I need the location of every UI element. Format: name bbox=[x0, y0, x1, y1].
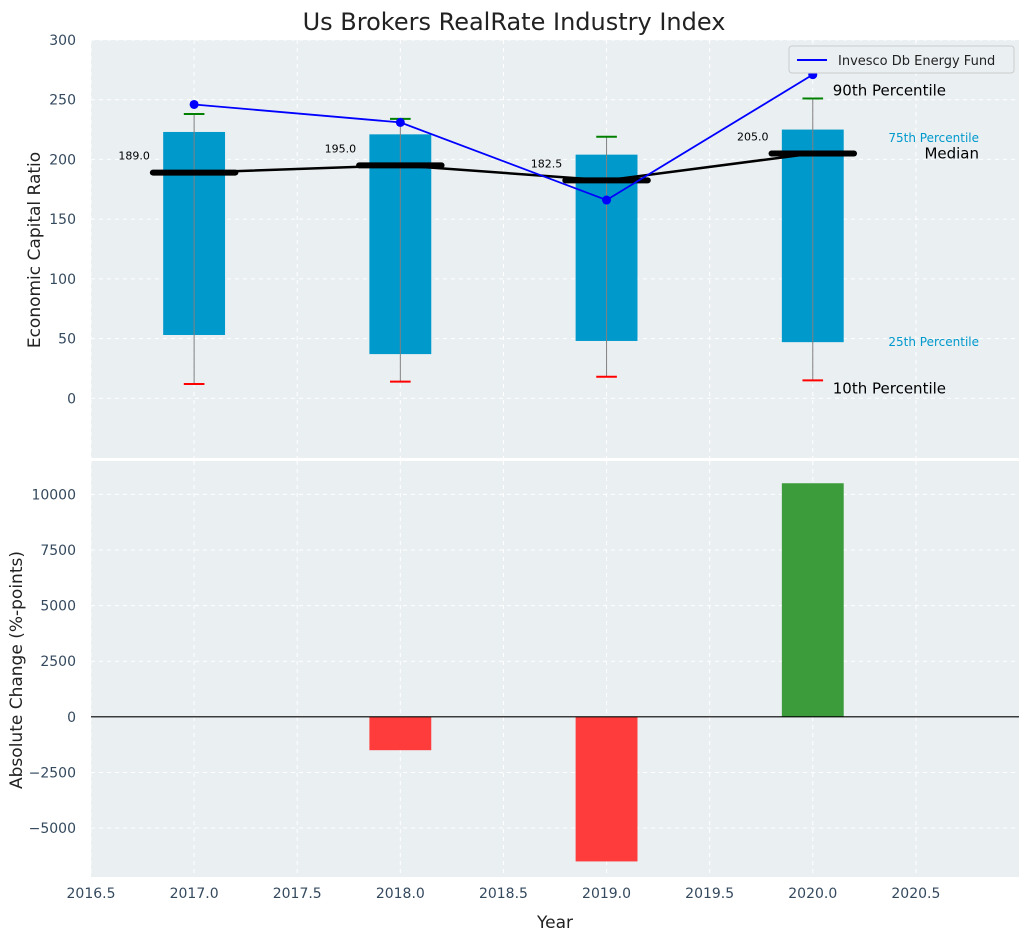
y-tick-label: 200 bbox=[49, 152, 76, 168]
x-axis-label: Year bbox=[536, 913, 573, 933]
x-tick-label: 2017.0 bbox=[170, 886, 219, 902]
x-tick-label: 2018.5 bbox=[479, 886, 528, 902]
chart-title: Us Brokers RealRate Industry Index bbox=[303, 8, 726, 36]
y-tick-label: 7500 bbox=[40, 543, 76, 559]
fund-point bbox=[189, 99, 199, 109]
p10-annotation: 10th Percentile bbox=[833, 379, 946, 397]
top-panel: 0 50 100 150 200 250 300 189.0 195.0 182.5 205.0 90… bbox=[49, 33, 1019, 458]
change-bar bbox=[781, 483, 844, 717]
x-tick-label: 2017.5 bbox=[273, 886, 322, 902]
x-tick-label: 2019.0 bbox=[582, 886, 631, 902]
x-tick-label: 2020.5 bbox=[891, 886, 940, 902]
legend-label: Invesco Db Energy Fund bbox=[838, 54, 995, 69]
bottom-panel: −5000 −2500 0 2500 5000 7500 10000 2016.5 2017.0… bbox=[29, 461, 1019, 902]
median-annotation: Median bbox=[924, 144, 979, 162]
legend: Invesco Db Energy Fund bbox=[788, 45, 1015, 74]
median-trend-line bbox=[194, 152, 813, 182]
y-tick-label: 300 bbox=[49, 33, 76, 49]
change-bar bbox=[369, 716, 432, 751]
y-tick-label: 250 bbox=[49, 93, 76, 109]
median-value-label: 189.0 bbox=[118, 150, 150, 163]
x-tick-label: 2018.0 bbox=[376, 886, 425, 902]
y-tick-label: 10000 bbox=[31, 487, 76, 503]
fund-line bbox=[194, 73, 814, 202]
p90-annotation: 90th Percentile bbox=[833, 82, 946, 100]
median-value-label: 205.0 bbox=[737, 130, 769, 143]
p25-annotation: 25th Percentile bbox=[888, 335, 979, 349]
change-bar bbox=[575, 716, 638, 862]
x-tick-label: 2019.5 bbox=[685, 886, 734, 902]
bottom-y-axis-label: Absolute Change (%-points) bbox=[7, 551, 27, 789]
y-tick-label: 50 bbox=[58, 332, 76, 348]
x-tick-label: 2020.0 bbox=[788, 886, 837, 902]
bottom-plot-area bbox=[91, 461, 1019, 877]
fund-point bbox=[602, 195, 612, 205]
median-value-label: 182.5 bbox=[531, 157, 563, 170]
y-tick-label: 0 bbox=[67, 391, 76, 407]
p75-annotation: 75th Percentile bbox=[888, 131, 979, 145]
x-tick-label: 2016.5 bbox=[67, 886, 116, 902]
fund-point bbox=[395, 117, 405, 127]
y-tick-label: 2500 bbox=[40, 654, 76, 670]
y-tick-label: 100 bbox=[49, 272, 76, 288]
legend-box bbox=[788, 45, 1015, 74]
y-tick-label: 5000 bbox=[40, 599, 76, 615]
top-y-axis-label: Economic Capital Ratio bbox=[25, 152, 45, 348]
y-tick-label: −2500 bbox=[29, 765, 76, 781]
y-tick-label: −5000 bbox=[29, 821, 76, 837]
y-tick-label: 150 bbox=[49, 212, 76, 228]
y-tick-label: 0 bbox=[67, 710, 76, 726]
median-value-label: 195.0 bbox=[325, 142, 357, 155]
